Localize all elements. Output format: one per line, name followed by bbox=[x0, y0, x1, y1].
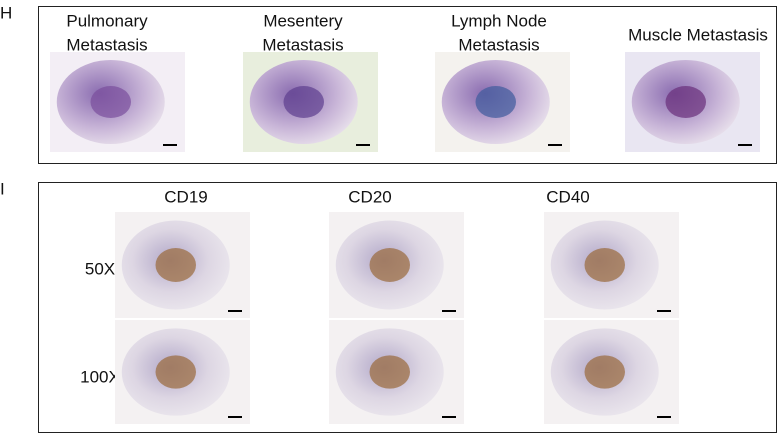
image-title: Metastasis bbox=[262, 35, 343, 54]
scale-bar bbox=[657, 416, 671, 418]
tissue-core bbox=[369, 355, 410, 389]
image-title: Lymph Node bbox=[451, 11, 547, 30]
image-title: Pulmonary bbox=[66, 11, 148, 30]
scale-bar bbox=[228, 416, 242, 418]
image-title: Mesentery bbox=[263, 11, 343, 30]
tissue-core bbox=[475, 86, 516, 118]
row-label: 100X bbox=[80, 367, 120, 386]
scale-bar bbox=[356, 144, 370, 146]
tissue-core bbox=[155, 248, 196, 282]
scale-bar bbox=[738, 144, 752, 146]
scale-bar bbox=[442, 416, 456, 418]
panel-i-frame bbox=[38, 182, 777, 433]
panel-h-frame bbox=[38, 6, 777, 164]
tissue-core bbox=[369, 248, 410, 282]
column-header: CD40 bbox=[546, 187, 589, 206]
scale-bar bbox=[228, 310, 242, 312]
tissue-core bbox=[584, 248, 625, 282]
image-title: Muscle Metastasis bbox=[628, 25, 768, 44]
column-header: CD19 bbox=[164, 187, 207, 206]
tissue-core bbox=[584, 355, 625, 389]
tissue-core bbox=[665, 86, 706, 118]
panel-label: I bbox=[0, 179, 5, 198]
scale-bar bbox=[548, 144, 562, 146]
panel-label: H bbox=[0, 3, 12, 22]
image-title: Metastasis bbox=[66, 35, 147, 54]
scale-bar bbox=[442, 310, 456, 312]
image-title: Metastasis bbox=[458, 35, 539, 54]
row-label: 50X bbox=[85, 259, 115, 278]
tissue-core bbox=[283, 86, 324, 118]
scale-bar bbox=[657, 310, 671, 312]
scale-bar bbox=[163, 144, 177, 146]
tissue-core bbox=[90, 86, 131, 118]
column-header: CD20 bbox=[348, 187, 391, 206]
tissue-core bbox=[155, 355, 196, 389]
